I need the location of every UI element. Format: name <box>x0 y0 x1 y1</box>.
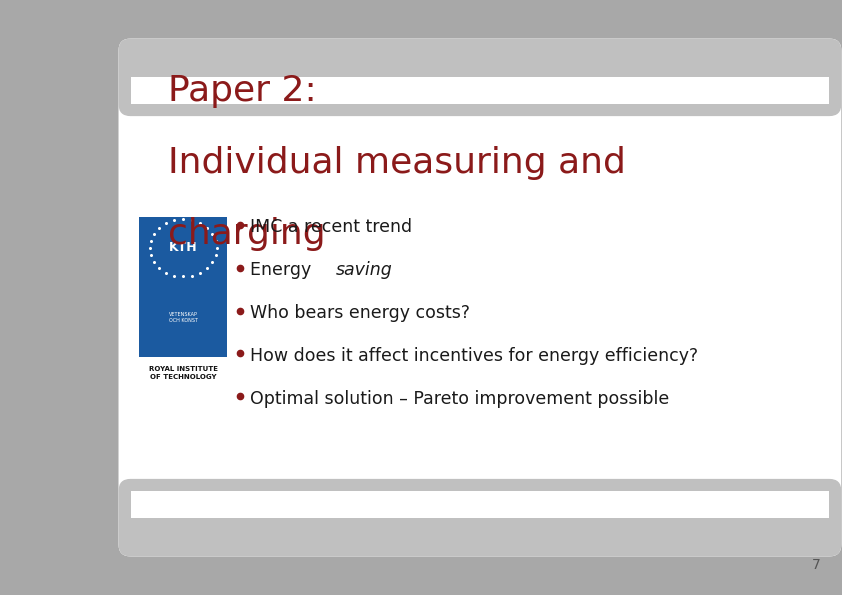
FancyBboxPatch shape <box>119 39 841 116</box>
Text: Optimal solution – Pareto improvement possible: Optimal solution – Pareto improvement po… <box>250 390 669 408</box>
Text: VETENSKAP
OCH KONST: VETENSKAP OCH KONST <box>168 312 198 324</box>
Text: Energy: Energy <box>250 261 317 279</box>
Text: Individual measuring and: Individual measuring and <box>168 146 626 180</box>
Text: Who bears energy costs?: Who bears energy costs? <box>250 304 470 322</box>
Text: IMC a recent trend: IMC a recent trend <box>250 218 413 236</box>
Text: saving: saving <box>336 261 393 279</box>
FancyBboxPatch shape <box>119 479 841 556</box>
Text: charging: charging <box>168 217 326 251</box>
Text: KTH: KTH <box>169 242 197 255</box>
Bar <box>131 77 829 104</box>
Text: How does it affect incentives for energy efficiency?: How does it affect incentives for energy… <box>250 347 698 365</box>
Text: 7: 7 <box>813 558 821 572</box>
Bar <box>139 217 227 357</box>
Text: ROYAL INSTITUTE
OF TECHNOLOGY: ROYAL INSTITUTE OF TECHNOLOGY <box>149 366 217 380</box>
FancyBboxPatch shape <box>119 479 841 556</box>
FancyBboxPatch shape <box>119 39 841 556</box>
FancyBboxPatch shape <box>131 72 829 523</box>
Bar <box>131 491 829 518</box>
Text: Paper 2:: Paper 2: <box>168 74 317 108</box>
Bar <box>131 72 829 104</box>
FancyBboxPatch shape <box>119 39 841 116</box>
